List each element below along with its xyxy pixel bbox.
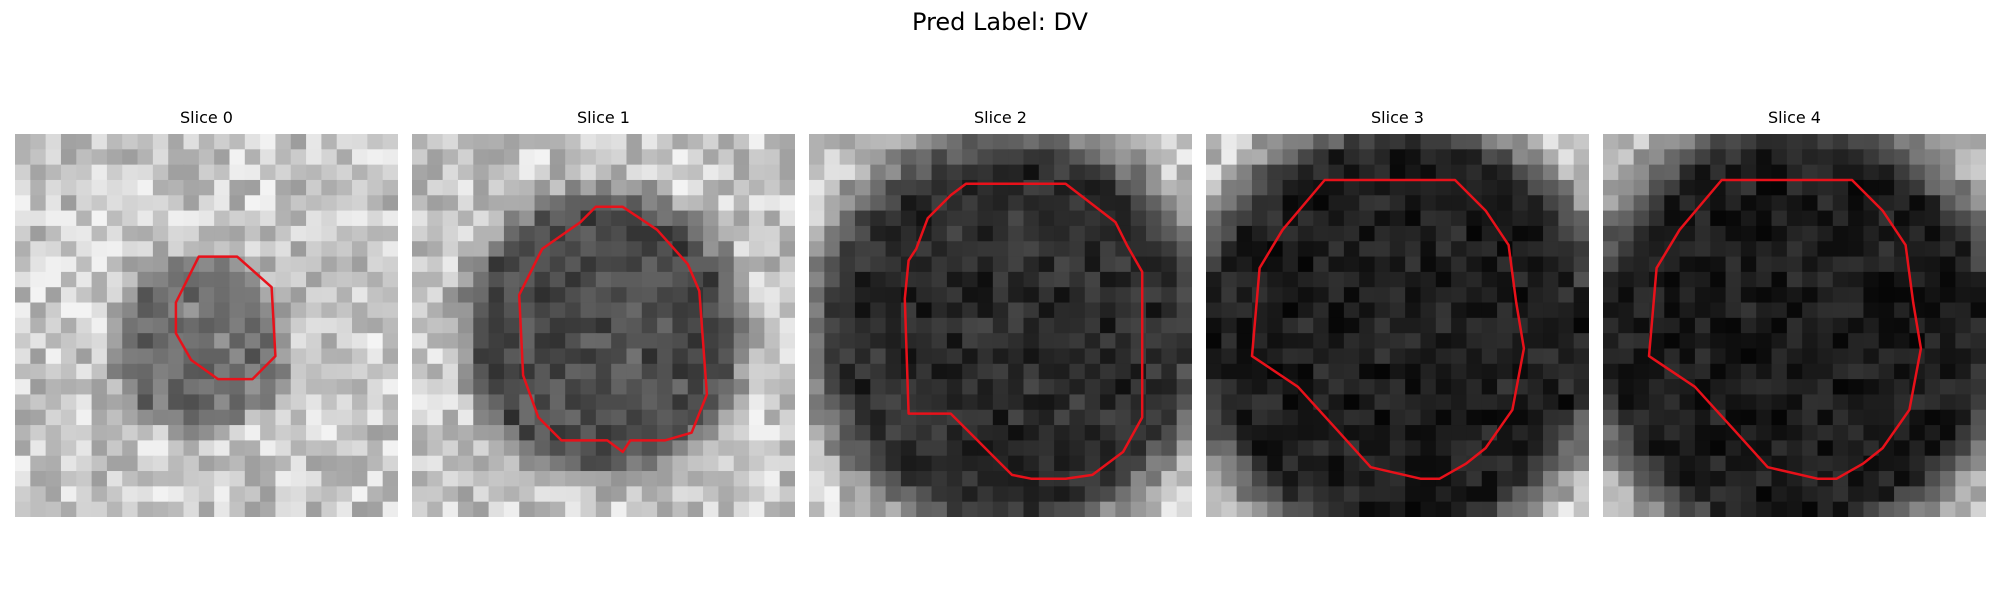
slice-title: Slice 3 bbox=[1371, 108, 1424, 127]
slice-panel: Slice 4 bbox=[1603, 108, 1986, 517]
slice-image-canvas bbox=[15, 134, 398, 517]
slice-title: Slice 0 bbox=[180, 108, 233, 127]
slice-image-canvas bbox=[1206, 134, 1589, 517]
slice-panel: Slice 3 bbox=[1206, 108, 1589, 517]
figure-title: Pred Label: DV bbox=[912, 8, 1088, 36]
prediction-contour bbox=[1647, 178, 1923, 480]
slice-image bbox=[412, 134, 795, 517]
slice-image-canvas bbox=[1603, 134, 1986, 517]
slice-panel: Slice 2 bbox=[809, 108, 1192, 517]
prediction-contour bbox=[1250, 178, 1526, 480]
slice-image bbox=[1603, 134, 1986, 517]
slice-panel: Slice 0 bbox=[15, 108, 398, 517]
slice-panel: Slice 1 bbox=[412, 108, 795, 517]
slice-title: Slice 4 bbox=[1768, 108, 1821, 127]
slice-image bbox=[809, 134, 1192, 517]
slice-image-canvas bbox=[809, 134, 1192, 517]
prediction-contour bbox=[174, 255, 277, 381]
prediction-contour bbox=[517, 205, 709, 454]
slice-title: Slice 2 bbox=[974, 108, 1027, 127]
slice-title: Slice 1 bbox=[577, 108, 630, 127]
slice-image bbox=[1206, 134, 1589, 517]
prediction-contour bbox=[903, 182, 1144, 480]
slice-image bbox=[15, 134, 398, 517]
slice-image-canvas bbox=[412, 134, 795, 517]
